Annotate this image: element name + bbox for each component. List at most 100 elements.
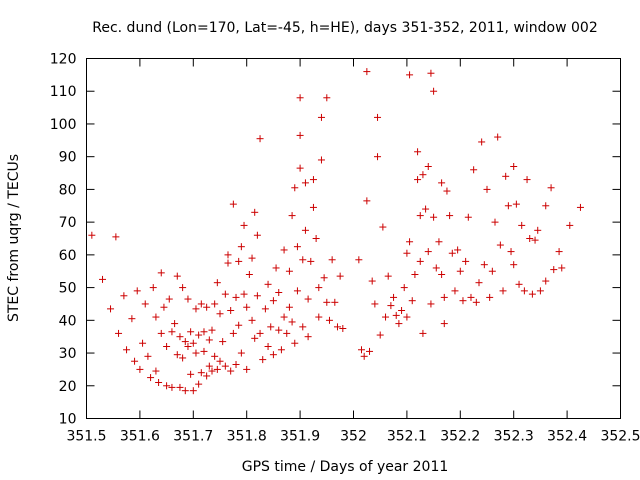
data-point bbox=[139, 339, 147, 347]
data-point bbox=[371, 300, 379, 308]
data-point bbox=[363, 197, 371, 205]
data-point bbox=[283, 329, 291, 337]
data-point bbox=[253, 231, 261, 239]
y-axis-label: STEC from uqrg / TECUs bbox=[6, 154, 22, 322]
data-point bbox=[320, 274, 328, 282]
data-point bbox=[416, 212, 424, 220]
x-tick-label: 352.5 bbox=[600, 429, 640, 445]
y-tick-label: 70 bbox=[59, 215, 77, 231]
data-point bbox=[120, 292, 128, 300]
data-point bbox=[235, 257, 243, 265]
data-point bbox=[187, 328, 195, 336]
data-point bbox=[141, 300, 149, 308]
data-point bbox=[363, 68, 371, 76]
data-point bbox=[144, 352, 152, 360]
data-point bbox=[496, 241, 504, 249]
data-point bbox=[200, 328, 208, 336]
data-point bbox=[392, 311, 400, 319]
data-point bbox=[149, 284, 157, 292]
data-point bbox=[187, 370, 195, 378]
data-point bbox=[275, 326, 283, 334]
x-tick-label: 351.6 bbox=[120, 429, 160, 445]
data-point bbox=[253, 292, 261, 300]
data-point bbox=[243, 365, 251, 373]
data-point bbox=[550, 266, 558, 274]
data-point bbox=[323, 298, 331, 306]
data-point bbox=[510, 163, 518, 170]
data-point bbox=[173, 351, 181, 359]
data-point bbox=[285, 303, 293, 311]
data-point bbox=[293, 287, 301, 295]
data-point bbox=[435, 238, 443, 246]
x-tick-label: 352.2 bbox=[440, 429, 480, 445]
data-point bbox=[203, 372, 211, 380]
data-point bbox=[184, 295, 192, 303]
data-point bbox=[427, 300, 435, 308]
data-point bbox=[213, 365, 221, 373]
data-point bbox=[414, 148, 422, 156]
data-point bbox=[309, 203, 317, 211]
data-point bbox=[304, 295, 312, 303]
data-point bbox=[379, 223, 387, 231]
data-point bbox=[275, 289, 283, 296]
data-point bbox=[406, 71, 414, 79]
data-point bbox=[443, 187, 451, 195]
data-point bbox=[309, 176, 317, 184]
data-point bbox=[291, 184, 299, 192]
data-point bbox=[451, 287, 459, 295]
data-point bbox=[240, 221, 248, 229]
data-point bbox=[470, 166, 478, 174]
data-point bbox=[312, 235, 320, 242]
data-point bbox=[547, 184, 555, 192]
data-point bbox=[184, 343, 192, 350]
data-point bbox=[179, 354, 187, 362]
data-point bbox=[534, 226, 542, 234]
data-point bbox=[155, 379, 163, 386]
data-point bbox=[438, 179, 446, 187]
data-point bbox=[515, 280, 523, 288]
data-point bbox=[269, 351, 277, 359]
data-point bbox=[374, 153, 382, 161]
data-point bbox=[256, 135, 264, 143]
data-point bbox=[315, 284, 323, 292]
x-tick-label: 352.3 bbox=[494, 429, 534, 445]
data-point bbox=[301, 179, 309, 187]
data-point bbox=[483, 185, 491, 193]
data-point bbox=[288, 318, 296, 326]
data-point bbox=[446, 212, 454, 220]
data-point bbox=[235, 321, 243, 329]
data-point bbox=[88, 231, 96, 239]
data-point bbox=[179, 284, 187, 292]
data-point bbox=[168, 328, 176, 336]
data-point bbox=[440, 293, 448, 301]
data-point bbox=[227, 367, 235, 375]
data-point bbox=[494, 133, 502, 141]
y-tick-label: 90 bbox=[59, 150, 77, 166]
data-point bbox=[299, 256, 307, 264]
data-point bbox=[267, 323, 275, 331]
data-point bbox=[131, 357, 139, 365]
data-point bbox=[216, 310, 224, 318]
data-point bbox=[406, 238, 414, 246]
data-point bbox=[480, 261, 488, 269]
data-point bbox=[171, 320, 179, 328]
data-point bbox=[195, 331, 203, 339]
data-point bbox=[197, 369, 205, 377]
data-point bbox=[462, 257, 470, 265]
data-point bbox=[368, 277, 376, 285]
x-tick-label: 352.4 bbox=[547, 429, 587, 445]
data-point bbox=[440, 320, 448, 328]
data-point bbox=[304, 333, 312, 341]
data-point bbox=[123, 346, 131, 354]
data-points bbox=[88, 68, 584, 395]
data-point bbox=[576, 203, 584, 211]
data-point bbox=[542, 277, 550, 285]
data-point bbox=[475, 279, 483, 287]
x-tick-label: 351.7 bbox=[173, 429, 213, 445]
data-point bbox=[422, 205, 430, 213]
data-point bbox=[331, 298, 339, 306]
data-point bbox=[259, 356, 267, 364]
data-point bbox=[419, 329, 427, 337]
data-point bbox=[128, 315, 136, 323]
